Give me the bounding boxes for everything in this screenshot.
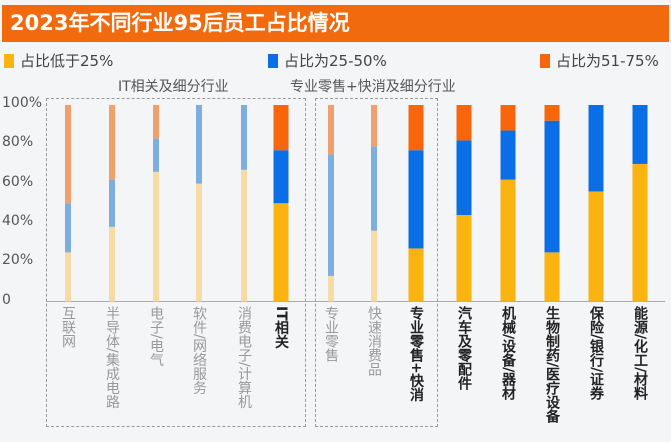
bar-segment-high (500, 105, 516, 131)
bar-segment-mid (456, 140, 472, 216)
bar-segment-mid (109, 179, 115, 227)
bar-segment-low (241, 169, 247, 302)
bar-segment-low (371, 230, 377, 302)
bar-segment-mid (408, 150, 424, 249)
bar-segment-mid (500, 130, 516, 180)
x-tick-label: 专业零售+快消 (408, 306, 424, 402)
legend-swatch-orange (540, 53, 550, 68)
bar-segment-high (371, 105, 377, 147)
bar-segment-mid (241, 105, 247, 170)
x-tick-label: 软件/网络服务 (191, 306, 207, 395)
x-tick-label: IT相关 (273, 306, 289, 349)
legend-label: 占比为25-50% (284, 52, 387, 70)
bar-segment-mid (371, 146, 377, 231)
y-tick-label: 60% (2, 173, 34, 190)
x-tick-label: 机械/设备/器材 (500, 306, 516, 401)
bar-segment-low (456, 215, 472, 302)
bar-segment-low (408, 248, 424, 302)
legend-item-low: 占比低于25% (4, 50, 113, 71)
bar-segment-high (273, 105, 289, 151)
bar-segment-high (408, 105, 424, 151)
x-tick-label: 互联网 (60, 306, 76, 348)
x-tick-label: 汽车及零配件 (456, 306, 472, 390)
bar-segment-mid (273, 150, 289, 204)
legend-label: 占比为51-75% (556, 52, 659, 70)
legend-item-mid: 占比为25-50% (268, 50, 387, 71)
bar-segment-mid (328, 154, 334, 276)
x-tick-label: 快速消费品 (366, 306, 382, 376)
bar-segment-mid (153, 138, 159, 172)
bar-segment-high (153, 105, 159, 139)
bar-segment-low (109, 226, 115, 302)
chart-title: 2023年不同行业95后员工占比情况 (10, 11, 350, 35)
group-box-it (46, 98, 306, 427)
bar-segment-low (153, 171, 159, 302)
bar-segment-low (632, 163, 648, 302)
y-tick-label: 40% (2, 212, 34, 229)
bar-segment-low (273, 203, 289, 302)
legend-item-high: 占比为51-75% (540, 50, 659, 71)
y-tick-label: 100% (2, 95, 43, 111)
bar-segment-low (588, 191, 604, 302)
bar-segment-high (544, 105, 560, 121)
bar-segment-low (196, 183, 202, 302)
x-tick-label: 生物制药/医疗设备 (544, 306, 560, 424)
bar-segment-high (65, 105, 71, 204)
x-tick-label: 电子/电气 (148, 306, 164, 367)
bar-segment-high (328, 105, 334, 155)
bar-segment-mid (65, 203, 71, 253)
bar-segment-high (456, 105, 472, 141)
x-tick-label: 能源/化工/材料 (632, 306, 648, 401)
legend-swatch-yellow (4, 53, 14, 68)
bar-segment-low (500, 179, 516, 302)
legend-swatch-blue (268, 53, 278, 68)
y-tick-label: 20% (2, 252, 34, 269)
bar-segment-mid (588, 105, 604, 192)
legend-label: 占比低于25% (20, 52, 114, 70)
x-tick-label: 半导体/集成电路 (104, 306, 120, 409)
group-title-it: IT相关及细分行业 (118, 79, 229, 95)
group-box-retail (315, 98, 438, 427)
bar-segment-low (328, 275, 334, 302)
x-tick-label: 保险/银行/证券 (588, 306, 604, 401)
y-tick-label: 80% (2, 134, 34, 151)
bar-segment-low (544, 252, 560, 302)
bar-segment-mid (196, 105, 202, 184)
group-title-retail: 专业零售+快消及细分行业 (290, 79, 456, 95)
y-tick-label: 0 (2, 291, 11, 308)
x-tick-label: 专业零售 (323, 306, 339, 362)
title-bar: 2023年不同行业95后员工占比情况 (2, 5, 669, 42)
bar-segment-low (65, 252, 71, 302)
bar-segment-mid (632, 105, 648, 164)
bar-segment-mid (544, 120, 560, 253)
x-tick-label: 消费电子/计算机 (236, 306, 252, 409)
bar-segment-high (109, 105, 115, 180)
